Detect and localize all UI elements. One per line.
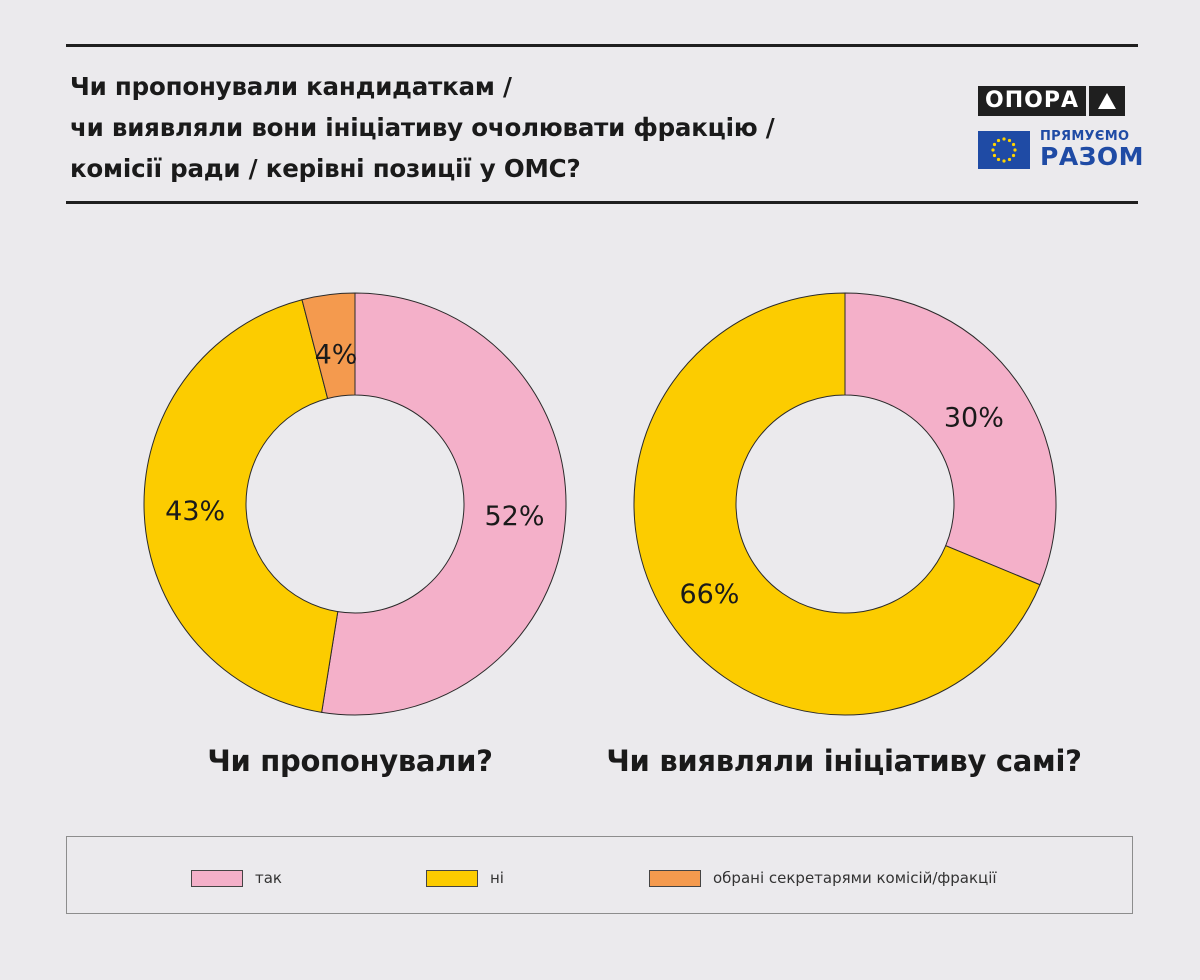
eu-star [1002, 136, 1006, 141]
legend-swatch-ni [426, 869, 478, 887]
donut-slice-offered-secretaries [301, 292, 356, 400]
eu-flag-icon [978, 130, 1030, 169]
legend-item-ni: ні [426, 869, 504, 887]
eu-star [996, 138, 1001, 142]
legend-label-tak: так [255, 869, 282, 887]
eu-star [1007, 138, 1012, 142]
title-line-2: чи виявляли вони ініціативу очолювати фр… [70, 113, 775, 142]
legend: так ні обрані секретарями комісій/фракці… [66, 836, 1133, 914]
title-line-3: комісії ради / керівні позиції у ОМС? [70, 154, 581, 183]
donut-label-initiative-ni: 66% [679, 579, 739, 610]
eu-star [1011, 153, 1016, 157]
donut-slice-offered-ni [143, 299, 339, 713]
donut-slice-initiative-ni [633, 292, 1041, 716]
eu-star [1013, 147, 1017, 152]
eu-star [992, 153, 997, 157]
eu-star [996, 157, 1001, 161]
top-rule [66, 44, 1138, 47]
donut-label-offered-tak: 52% [484, 501, 544, 532]
page-title: Чи пропонували кандидаткам / чи виявляли… [70, 66, 890, 189]
title-line-1: Чи пропонували кандидаткам / [70, 72, 512, 101]
legend-label-ni: ні [490, 869, 504, 887]
eu-star [1011, 142, 1016, 146]
legend-item-secretaries: обрані секретарями комісій/фракції [649, 869, 997, 887]
triangle-icon [1088, 86, 1125, 116]
donut-label-initiative-tak: 30% [944, 402, 1004, 433]
donut-slice-offered-tak [321, 292, 567, 716]
opora-logo: ОПОРА [978, 86, 1125, 116]
eu-logo: ПРЯМУЄМО РАЗОМ [978, 130, 1144, 169]
chart-title-offered: Чи пропонували? [207, 744, 493, 778]
eu-logo-line-1: ПРЯМУЄМО [1040, 129, 1130, 144]
donut-label-offered-ni: 43% [165, 496, 225, 527]
legend-swatch-tak [191, 869, 243, 887]
eu-star [991, 147, 995, 152]
donut-label-offered-secretaries: 4% [315, 340, 358, 371]
eu-star [1002, 158, 1006, 163]
eu-star [1007, 157, 1012, 161]
eu-logo-line-2: РАЗОМ [1040, 142, 1145, 171]
chart-title-initiative: Чи виявляли ініціативу самі? [606, 744, 1082, 778]
legend-label-secretaries: обрані секретарями комісій/фракції [713, 869, 997, 887]
donut-slice-initiative-tak [844, 292, 1057, 586]
header-bottom-rule [66, 201, 1138, 204]
opora-logo-text: ОПОРА [978, 86, 1086, 116]
legend-item-tak: так [191, 869, 282, 887]
legend-swatch-secretaries [649, 869, 701, 887]
eu-star [992, 142, 997, 146]
